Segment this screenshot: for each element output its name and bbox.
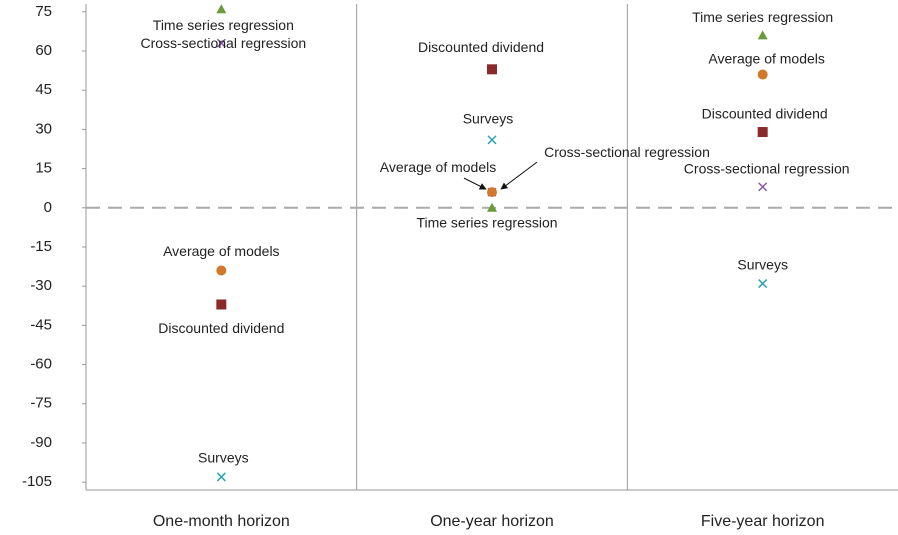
y-tick-label: -60 bbox=[30, 356, 52, 373]
x-tick-label: One-year horizon bbox=[430, 513, 554, 530]
point-label: Surveys bbox=[198, 450, 249, 466]
x-tick-label: Five-year horizon bbox=[701, 513, 825, 530]
marker bbox=[757, 69, 768, 80]
y-tick-label: 75 bbox=[35, 3, 52, 20]
y-tick-label: -90 bbox=[30, 434, 52, 451]
marker bbox=[487, 135, 497, 145]
y-tick-label: -30 bbox=[30, 277, 52, 294]
marker bbox=[216, 299, 227, 310]
point-label: Discounted dividend bbox=[158, 320, 284, 336]
marker bbox=[758, 279, 768, 289]
point-label: Discounted dividend bbox=[702, 106, 828, 122]
y-tick-label: 15 bbox=[35, 160, 52, 177]
marker bbox=[487, 202, 497, 212]
point-label: Time series regression bbox=[692, 9, 833, 25]
marker bbox=[216, 472, 226, 482]
y-tick-label: -45 bbox=[30, 316, 52, 333]
callout-arrow bbox=[500, 161, 538, 190]
point-label: Discounted dividend bbox=[418, 39, 544, 55]
point-label: Time series regression bbox=[416, 215, 557, 231]
marker bbox=[757, 30, 768, 40]
callout-arrow bbox=[463, 177, 487, 190]
y-tick-label: -105 bbox=[22, 473, 52, 490]
marker bbox=[487, 187, 497, 198]
point-label: Surveys bbox=[737, 256, 788, 272]
point-label: Cross-sectional regression bbox=[140, 35, 306, 51]
point-label: Average of models bbox=[708, 50, 824, 66]
marker bbox=[216, 4, 227, 14]
y-tick-label: -75 bbox=[30, 395, 52, 412]
y-tick-label: 45 bbox=[35, 81, 52, 98]
marker bbox=[757, 127, 768, 138]
point-label: Average of models bbox=[380, 159, 496, 175]
y-tick-label: 30 bbox=[35, 120, 52, 137]
point-label: Time series regression bbox=[153, 17, 294, 33]
marker bbox=[758, 182, 768, 192]
y-tick-label: 0 bbox=[44, 199, 52, 216]
point-label: Average of models bbox=[163, 243, 279, 259]
marker bbox=[216, 38, 226, 48]
x-tick-label: One-month horizon bbox=[153, 513, 290, 530]
point-label: Cross-sectional regression bbox=[544, 144, 710, 160]
point-label: Cross-sectional regression bbox=[684, 161, 850, 177]
y-tick-label: -15 bbox=[30, 238, 52, 255]
marker bbox=[487, 64, 497, 75]
marker bbox=[216, 265, 227, 276]
point-label: Surveys bbox=[463, 111, 514, 127]
y-tick-label: 60 bbox=[35, 42, 52, 59]
